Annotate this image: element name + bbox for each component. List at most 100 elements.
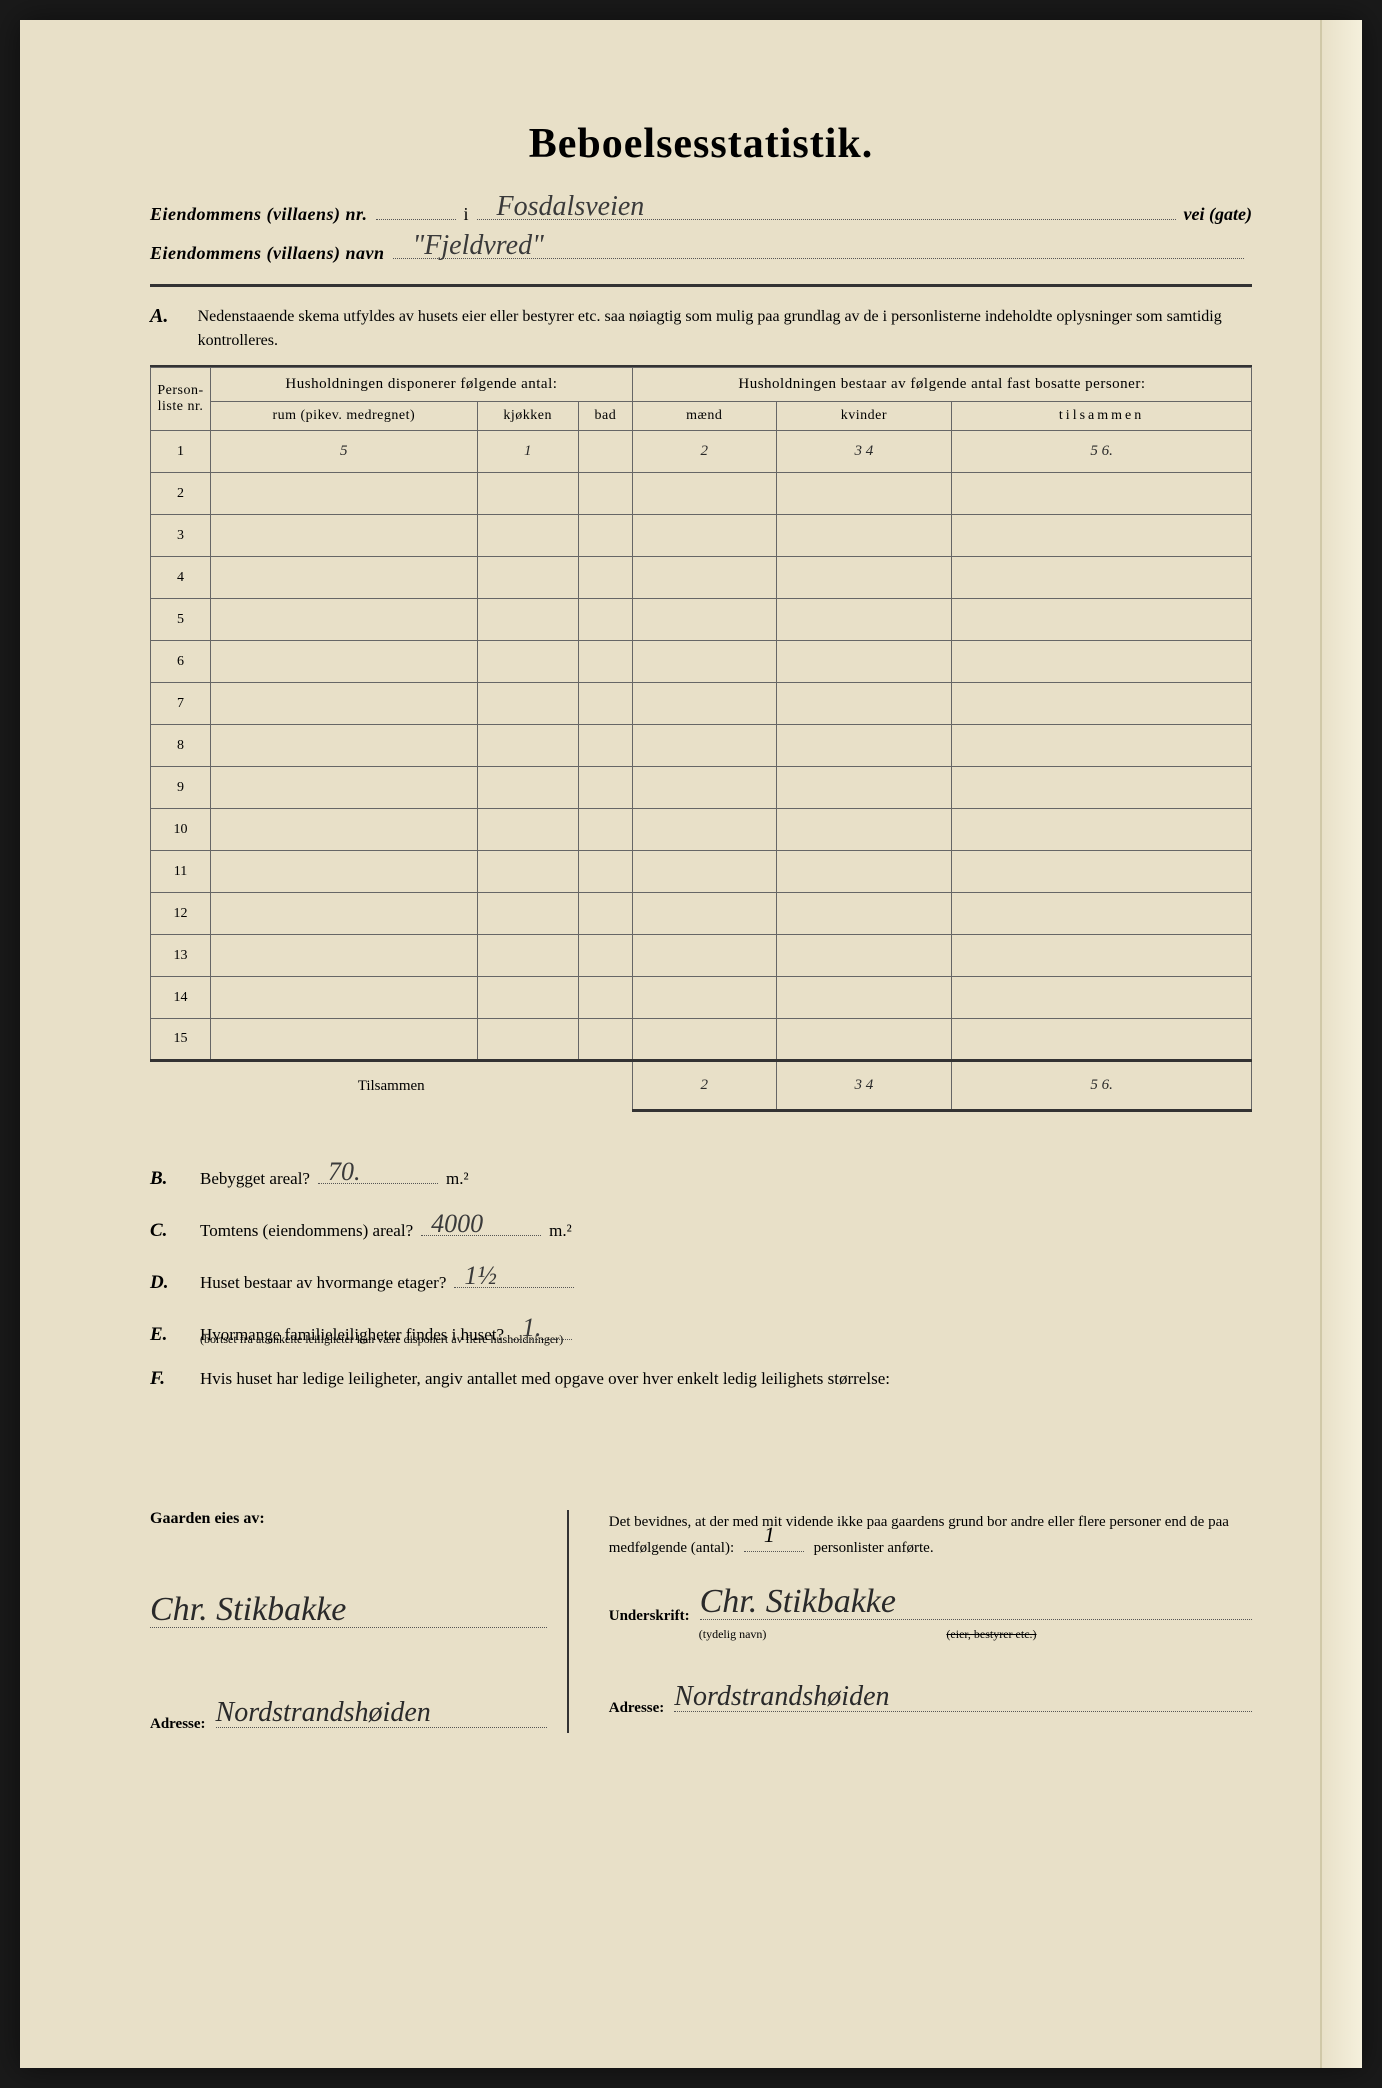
row-num: 3 xyxy=(151,515,211,557)
cell-tilsammen xyxy=(952,557,1252,599)
cell-tilsammen xyxy=(952,473,1252,515)
cell-maend xyxy=(632,557,776,599)
table-row: 12 xyxy=(151,893,1252,935)
cell-rum xyxy=(211,641,478,683)
row-num: 6 xyxy=(151,641,211,683)
question-b: B. Bebygget areal? 70. m.² xyxy=(150,1162,1252,1190)
total-tilsammen: 5 6. xyxy=(952,1061,1252,1111)
cell-rum xyxy=(211,851,478,893)
signature-sub: (tydelig navn) (eier, bestyrer etc.) xyxy=(699,1627,1252,1642)
question-c: C. Tomtens (eiendommens) areal? 4000 m.² xyxy=(150,1214,1252,1242)
signature-row: Underskrift: Chr. Stikbakke xyxy=(609,1590,1252,1625)
th-kvinder: kvinder xyxy=(776,402,952,431)
th-kjokken: kjøkken xyxy=(477,402,578,431)
cell-rum xyxy=(211,515,478,557)
cell-kjokken: 1 xyxy=(477,431,578,473)
cell-rum xyxy=(211,1019,478,1061)
cell-tilsammen xyxy=(952,809,1252,851)
owner-address-row: Adresse: Nordstrandshøiden xyxy=(150,1698,547,1733)
cell-kjokken xyxy=(477,893,578,935)
cell-kjokken xyxy=(477,473,578,515)
cell-kjokken xyxy=(477,767,578,809)
header-label-navn: Eiendommens (villaens) navn xyxy=(150,243,385,264)
cell-maend xyxy=(632,935,776,977)
cell-bad xyxy=(578,851,632,893)
th-group1: Husholdningen disponerer følgende antal: xyxy=(211,368,633,402)
cell-tilsammen xyxy=(952,893,1252,935)
cell-maend xyxy=(632,641,776,683)
cell-kvinder xyxy=(776,851,952,893)
cell-kjokken xyxy=(477,851,578,893)
cell-kvinder xyxy=(776,767,952,809)
th-rum: rum (pikev. medregnet) xyxy=(211,402,478,431)
cell-kjokken xyxy=(477,935,578,977)
cell-kvinder: 3 4 xyxy=(776,431,952,473)
cell-bad xyxy=(578,1019,632,1061)
header-mid: i xyxy=(464,204,469,225)
cell-tilsammen xyxy=(952,767,1252,809)
row-num: 1 xyxy=(151,431,211,473)
header-suffix: vei (gate) xyxy=(1184,204,1252,225)
cell-bad xyxy=(578,809,632,851)
cell-rum xyxy=(211,893,478,935)
questions: B. Bebygget areal? 70. m.² C. Tomtens (e… xyxy=(150,1162,1252,1390)
cell-kjokken xyxy=(477,977,578,1019)
cell-tilsammen xyxy=(952,641,1252,683)
cell-rum xyxy=(211,473,478,515)
cell-bad xyxy=(578,767,632,809)
cell-rum xyxy=(211,725,478,767)
table-row: 14 xyxy=(151,977,1252,1019)
table-row: 7 xyxy=(151,683,1252,725)
footer-right-text: Det bevidnes, at der med mit vidende ikk… xyxy=(609,1510,1252,1560)
owner-signature-line: Chr. Stikbakke xyxy=(150,1588,547,1628)
row-num: 14 xyxy=(151,977,211,1019)
row-num: 5 xyxy=(151,599,211,641)
row-num: 12 xyxy=(151,893,211,935)
cell-kjokken xyxy=(477,683,578,725)
cell-maend xyxy=(632,725,776,767)
section-a-text: Nedenstaaende skema utfyldes av husets e… xyxy=(198,305,1252,353)
cell-maend xyxy=(632,599,776,641)
right-address-row: Adresse: Nordstrandshøiden xyxy=(609,1682,1252,1717)
table-row: 11 xyxy=(151,851,1252,893)
cell-rum xyxy=(211,977,478,1019)
cell-rum xyxy=(211,599,478,641)
header-value-vei: Fosdalsveien xyxy=(497,191,645,223)
cell-bad xyxy=(578,893,632,935)
header-line-1: Eiendommens (villaens) nr. i Fosdalsveie… xyxy=(150,198,1252,225)
footer: Gaarden eies av: Chr. Stikbakke Adresse:… xyxy=(150,1510,1252,1733)
th-tilsammen: tilsammen xyxy=(952,402,1252,431)
cell-maend xyxy=(632,473,776,515)
cell-kjokken xyxy=(477,641,578,683)
row-num: 11 xyxy=(151,851,211,893)
header-line-2: Eiendommens (villaens) navn "Fjeldvred" xyxy=(150,237,1252,264)
cell-tilsammen xyxy=(952,977,1252,1019)
cell-kvinder xyxy=(776,935,952,977)
cell-kjokken xyxy=(477,809,578,851)
footer-right: Det bevidnes, at der med mit vidende ikk… xyxy=(609,1510,1252,1733)
table-row: 9 xyxy=(151,767,1252,809)
cell-bad xyxy=(578,641,632,683)
total-maend: 2 xyxy=(632,1061,776,1111)
cell-tilsammen xyxy=(952,515,1252,557)
cell-kjokken xyxy=(477,557,578,599)
cell-maend xyxy=(632,767,776,809)
cell-maend xyxy=(632,515,776,557)
cell-kvinder xyxy=(776,977,952,1019)
cell-tilsammen xyxy=(952,1019,1252,1061)
page-title: Beboelsesstatistik. xyxy=(150,120,1252,168)
table-row: 8 xyxy=(151,725,1252,767)
table-row: 4 xyxy=(151,557,1252,599)
cell-maend xyxy=(632,977,776,1019)
total-label: Tilsammen xyxy=(151,1061,633,1111)
cell-tilsammen xyxy=(952,599,1252,641)
cell-bad xyxy=(578,683,632,725)
footer-left-heading: Gaarden eies av: xyxy=(150,1510,547,1528)
row-num: 8 xyxy=(151,725,211,767)
cell-kvinder xyxy=(776,683,952,725)
cell-kvinder xyxy=(776,557,952,599)
cell-maend: 2 xyxy=(632,431,776,473)
cell-kvinder xyxy=(776,641,952,683)
th-bad: bad xyxy=(578,402,632,431)
row-num: 13 xyxy=(151,935,211,977)
